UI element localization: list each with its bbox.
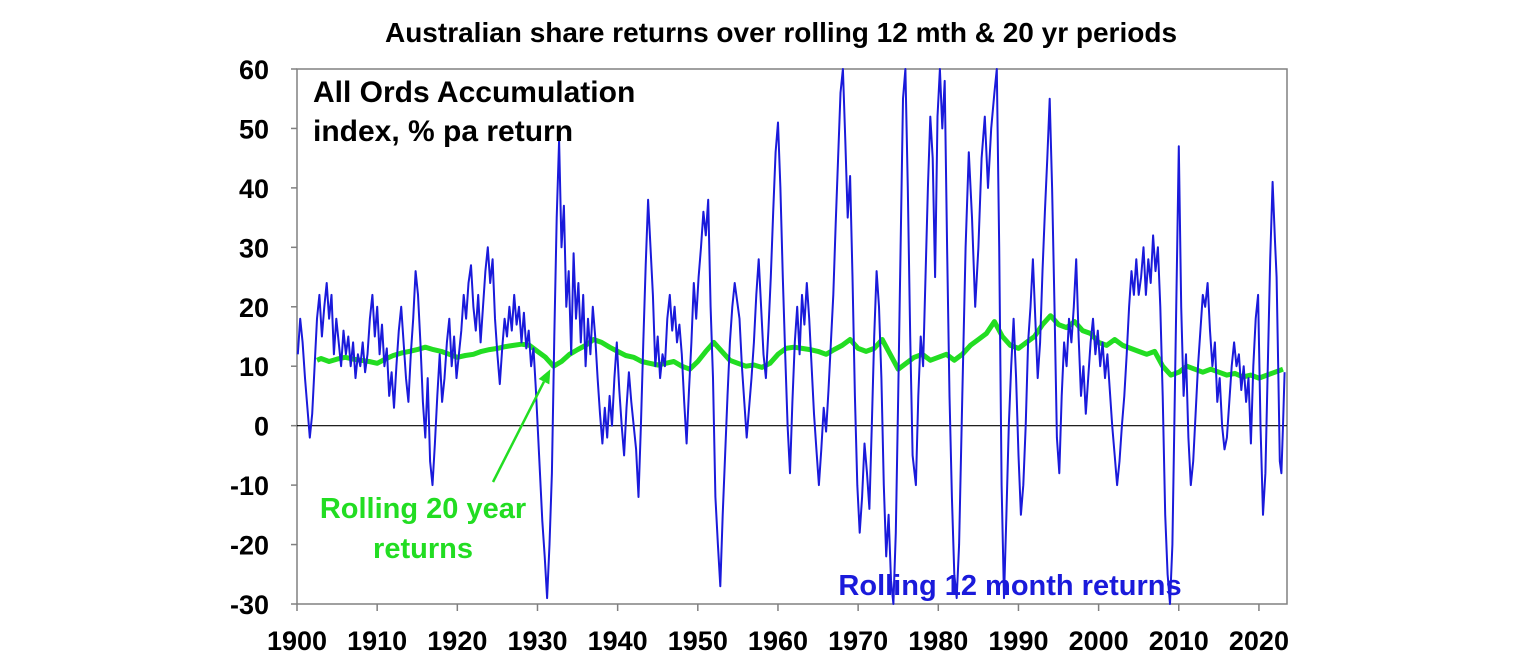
plot-area	[296, 68, 1288, 605]
rolling-12-month-label: Rolling 12 month returns	[838, 570, 1181, 602]
x-tick-label: 2020	[1229, 626, 1289, 656]
x-tick-label: 2010	[1149, 626, 1209, 656]
y-tick-label: -20	[230, 531, 269, 561]
x-tick-label: 1920	[427, 626, 487, 656]
annotation-arrow	[491, 381, 546, 483]
x-tick-label: 1930	[507, 626, 567, 656]
y-tick-label: -30	[230, 590, 269, 620]
subtitle-line-1: All Ords Accumulation	[313, 76, 635, 109]
x-tick-label: 1910	[347, 626, 407, 656]
rolling-20-year-label-line-2: returns	[373, 533, 473, 565]
series-rolling-12-month-line	[296, 68, 1286, 605]
x-axis-ticks: 1900 1910 1920 1930 1940 1950 1960 1970 1980 1990…	[267, 604, 1289, 656]
x-tick-label: 1900	[267, 626, 327, 656]
y-axis-ticks: 60 50 40 30 20 10 0 -10 -20 -30	[230, 55, 297, 620]
y-tick-label: -10	[230, 471, 269, 501]
y-tick-label: 20	[239, 293, 269, 323]
x-tick-label: 1990	[988, 626, 1048, 656]
x-tick-label: 1940	[588, 626, 648, 656]
y-tick-label: 50	[239, 114, 269, 144]
y-tick-label: 60	[239, 55, 269, 85]
x-tick-label: 1960	[748, 626, 808, 656]
y-tick-label: 0	[254, 412, 269, 442]
x-tick-label: 1980	[908, 626, 968, 656]
x-tick-label: 1950	[668, 626, 728, 656]
y-tick-label: 10	[239, 352, 269, 382]
annotation-arrow-head	[538, 369, 551, 385]
y-tick-label: 30	[239, 233, 269, 263]
chart-title: Australian share returns over rolling 12…	[385, 17, 1177, 48]
rolling-20-year-label-line-1: Rolling 20 year	[320, 493, 526, 525]
subtitle-line-2: index, % pa return	[313, 115, 573, 148]
x-tick-label: 1970	[828, 626, 888, 656]
series-rolling-20-year-line	[315, 313, 1284, 381]
y-tick-label: 40	[239, 174, 269, 204]
x-tick-label: 2000	[1069, 626, 1129, 656]
